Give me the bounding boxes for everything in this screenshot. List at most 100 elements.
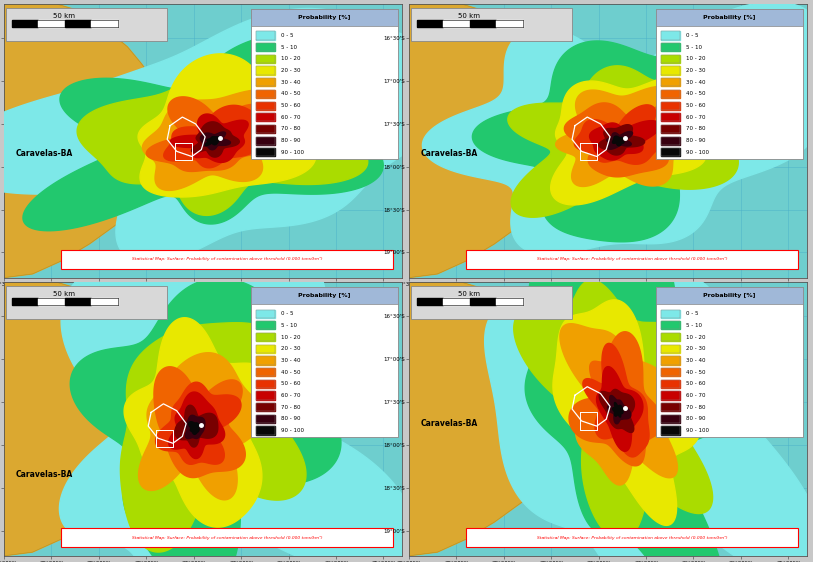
Polygon shape	[661, 66, 680, 75]
Polygon shape	[496, 20, 523, 27]
FancyBboxPatch shape	[61, 528, 393, 547]
Polygon shape	[124, 318, 269, 527]
Polygon shape	[560, 324, 677, 485]
Polygon shape	[661, 415, 680, 423]
Polygon shape	[661, 356, 680, 365]
Polygon shape	[514, 280, 712, 541]
Polygon shape	[256, 90, 276, 98]
Polygon shape	[606, 132, 633, 149]
Polygon shape	[525, 213, 725, 562]
Polygon shape	[416, 298, 443, 305]
Text: 5 - 10: 5 - 10	[281, 323, 297, 328]
Polygon shape	[154, 367, 246, 478]
Polygon shape	[661, 78, 680, 87]
Text: Caravelas-BA: Caravelas-BA	[15, 470, 72, 479]
Polygon shape	[256, 43, 276, 51]
Polygon shape	[120, 323, 306, 552]
Text: 10 - 20: 10 - 20	[686, 334, 706, 339]
Text: 80 - 90: 80 - 90	[686, 416, 706, 422]
Polygon shape	[589, 121, 660, 160]
Text: 50 km: 50 km	[53, 291, 75, 297]
Polygon shape	[423, 2, 813, 255]
Polygon shape	[138, 54, 316, 197]
Text: 0 - 5: 0 - 5	[686, 311, 698, 316]
Polygon shape	[661, 113, 680, 121]
Text: Probability [%]: Probability [%]	[703, 15, 755, 20]
Polygon shape	[661, 43, 680, 51]
Text: 50 - 60: 50 - 60	[281, 381, 301, 386]
Text: Probability [%]: Probability [%]	[703, 293, 755, 298]
Polygon shape	[256, 310, 276, 318]
Polygon shape	[661, 310, 680, 318]
Text: Caravelas-BA: Caravelas-BA	[420, 419, 477, 428]
Text: 80 - 90: 80 - 90	[686, 138, 706, 143]
Polygon shape	[569, 332, 663, 466]
Text: 30 - 40: 30 - 40	[686, 358, 706, 363]
Text: 60 - 70: 60 - 70	[281, 393, 301, 398]
Text: 20 - 30: 20 - 30	[281, 68, 301, 73]
Polygon shape	[65, 298, 91, 305]
FancyBboxPatch shape	[655, 9, 802, 159]
Text: 20 - 30: 20 - 30	[686, 346, 706, 351]
Polygon shape	[256, 55, 276, 63]
Text: 10 - 20: 10 - 20	[281, 334, 301, 339]
Polygon shape	[256, 345, 276, 353]
Text: 0 - 5: 0 - 5	[686, 33, 698, 38]
FancyBboxPatch shape	[6, 287, 167, 319]
FancyBboxPatch shape	[250, 9, 398, 26]
FancyBboxPatch shape	[466, 250, 798, 269]
Polygon shape	[11, 298, 38, 305]
FancyBboxPatch shape	[250, 287, 398, 305]
Text: 70 - 80: 70 - 80	[686, 126, 706, 132]
Text: 50 km: 50 km	[458, 12, 480, 19]
Polygon shape	[470, 298, 496, 305]
Polygon shape	[256, 137, 276, 145]
Polygon shape	[661, 345, 680, 353]
Text: 20 - 30: 20 - 30	[686, 68, 706, 73]
Polygon shape	[256, 427, 276, 434]
Polygon shape	[574, 105, 662, 164]
Polygon shape	[200, 132, 230, 149]
Polygon shape	[661, 427, 680, 434]
Text: Probability [%]: Probability [%]	[298, 293, 350, 298]
Text: 30 - 40: 30 - 40	[281, 80, 301, 85]
Text: 90 - 100: 90 - 100	[686, 150, 709, 155]
Text: 90 - 100: 90 - 100	[281, 428, 304, 433]
Polygon shape	[564, 103, 680, 177]
Polygon shape	[661, 55, 680, 63]
FancyBboxPatch shape	[655, 9, 802, 26]
Text: 60 - 70: 60 - 70	[686, 393, 706, 398]
Polygon shape	[256, 31, 276, 39]
FancyBboxPatch shape	[466, 528, 798, 547]
Polygon shape	[38, 298, 65, 305]
Polygon shape	[416, 20, 443, 27]
Polygon shape	[661, 403, 680, 411]
FancyBboxPatch shape	[250, 287, 398, 437]
Polygon shape	[0, 4, 180, 278]
Text: Caravelas-BA: Caravelas-BA	[420, 149, 477, 158]
Polygon shape	[146, 97, 300, 171]
Polygon shape	[0, 8, 471, 263]
Polygon shape	[256, 125, 276, 133]
Polygon shape	[205, 137, 220, 146]
Polygon shape	[59, 243, 415, 562]
Polygon shape	[138, 353, 263, 500]
Polygon shape	[155, 382, 241, 464]
Text: 80 - 90: 80 - 90	[281, 138, 301, 143]
Polygon shape	[0, 282, 180, 556]
Polygon shape	[142, 89, 311, 191]
Text: 70 - 80: 70 - 80	[281, 405, 301, 410]
Polygon shape	[612, 402, 623, 417]
Polygon shape	[607, 396, 631, 424]
Polygon shape	[599, 389, 634, 432]
Polygon shape	[256, 148, 276, 156]
Text: 5 - 10: 5 - 10	[686, 44, 702, 49]
Text: 10 - 20: 10 - 20	[281, 56, 301, 61]
Polygon shape	[661, 368, 680, 376]
Polygon shape	[256, 113, 276, 121]
Polygon shape	[661, 102, 680, 110]
Text: Probability [%]: Probability [%]	[298, 15, 350, 20]
Text: 0 - 5: 0 - 5	[281, 33, 293, 38]
Polygon shape	[583, 343, 649, 457]
Polygon shape	[556, 87, 678, 187]
